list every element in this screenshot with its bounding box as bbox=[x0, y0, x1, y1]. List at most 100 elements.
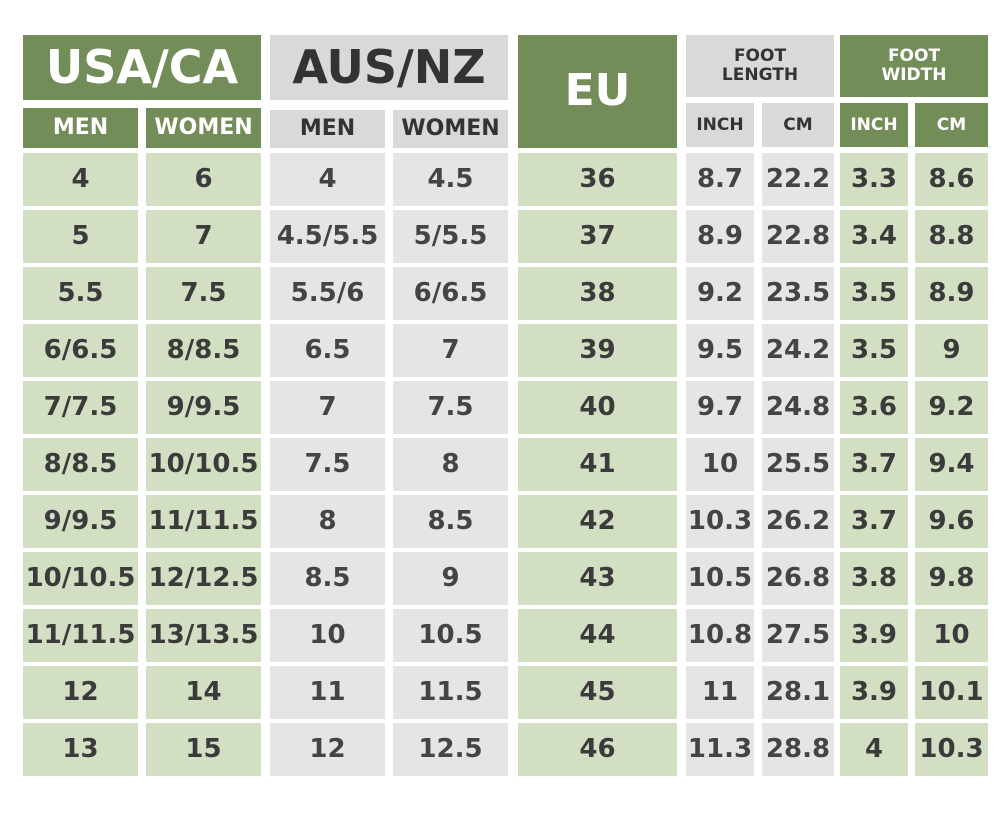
size-cell: 3.5 bbox=[840, 324, 908, 377]
size-cell: 8.7 bbox=[686, 153, 754, 206]
size-cell: 22.2 bbox=[762, 153, 834, 206]
size-cell: 9.5 bbox=[686, 324, 754, 377]
measure-header: FOOT LENGTH bbox=[686, 35, 834, 97]
size-cell: 11/11.5 bbox=[146, 495, 261, 548]
size-cell: 12 bbox=[270, 723, 385, 776]
size-cell: 43 bbox=[518, 552, 677, 605]
size-cell: 10 bbox=[270, 609, 385, 662]
size-cell: 5.5 bbox=[23, 267, 138, 320]
size-cell: 13/13.5 bbox=[146, 609, 261, 662]
size-cell: 8 bbox=[270, 495, 385, 548]
header-line: FOOT bbox=[733, 46, 787, 67]
sub-header: INCH bbox=[686, 103, 754, 147]
size-cell: 46 bbox=[518, 723, 677, 776]
size-cell: 4.5 bbox=[393, 153, 508, 206]
sub-header: WOMEN bbox=[393, 110, 508, 148]
size-cell: 11 bbox=[686, 666, 754, 719]
size-cell: 7.5 bbox=[146, 267, 261, 320]
sub-header: MEN bbox=[270, 110, 385, 148]
size-cell: 14 bbox=[146, 666, 261, 719]
size-cell: 10/10.5 bbox=[23, 552, 138, 605]
size-cell: 9.2 bbox=[686, 267, 754, 320]
size-cell: 12 bbox=[23, 666, 138, 719]
size-cell: 10 bbox=[915, 609, 988, 662]
size-cell: 11.5 bbox=[393, 666, 508, 719]
size-cell: 22.8 bbox=[762, 210, 834, 263]
size-cell: 40 bbox=[518, 381, 677, 434]
size-cell: 36 bbox=[518, 153, 677, 206]
size-cell: 5 bbox=[23, 210, 138, 263]
size-cell: 8.9 bbox=[915, 267, 988, 320]
size-cell: 9/9.5 bbox=[146, 381, 261, 434]
size-cell: 10.5 bbox=[393, 609, 508, 662]
region-header: EU bbox=[518, 35, 677, 148]
size-cell: 10.3 bbox=[915, 723, 988, 776]
header-line: WIDTH bbox=[881, 65, 947, 85]
sub-header: MEN bbox=[23, 108, 138, 148]
size-cell: 13 bbox=[23, 723, 138, 776]
size-cell: 28.1 bbox=[762, 666, 834, 719]
size-cell: 3.6 bbox=[840, 381, 908, 434]
size-cell: 26.8 bbox=[762, 552, 834, 605]
size-cell: 4 bbox=[270, 153, 385, 206]
size-cell: 9.8 bbox=[915, 552, 988, 605]
size-cell: 8.6 bbox=[915, 153, 988, 206]
size-cell: 9 bbox=[915, 324, 988, 377]
measure-header: FOOT WIDTH bbox=[840, 35, 988, 97]
size-cell: 15 bbox=[146, 723, 261, 776]
size-cell: 28.8 bbox=[762, 723, 834, 776]
size-cell: 3.4 bbox=[840, 210, 908, 263]
sub-header: CM bbox=[915, 103, 988, 147]
size-cell: 6.5 bbox=[270, 324, 385, 377]
size-cell: 8/8.5 bbox=[146, 324, 261, 377]
size-cell: 39 bbox=[518, 324, 677, 377]
size-cell: 7 bbox=[270, 381, 385, 434]
size-cell: 8/8.5 bbox=[23, 438, 138, 491]
region-header: USA/CA bbox=[23, 35, 261, 100]
sub-header: WOMEN bbox=[146, 108, 261, 148]
size-cell: 9/9.5 bbox=[23, 495, 138, 548]
size-cell: 3.7 bbox=[840, 438, 908, 491]
size-cell: 9 bbox=[393, 552, 508, 605]
size-cell: 10.1 bbox=[915, 666, 988, 719]
size-cell: 38 bbox=[518, 267, 677, 320]
size-cell: 6/6.5 bbox=[23, 324, 138, 377]
size-cell: 44 bbox=[518, 609, 677, 662]
size-cell: 10.3 bbox=[686, 495, 754, 548]
header-line: LENGTH bbox=[721, 65, 799, 85]
size-cell: 10 bbox=[686, 438, 754, 491]
size-cell: 42 bbox=[518, 495, 677, 548]
size-cell: 3.7 bbox=[840, 495, 908, 548]
size-cell: 12/12.5 bbox=[146, 552, 261, 605]
size-cell: 27.5 bbox=[762, 609, 834, 662]
size-cell: 3.9 bbox=[840, 666, 908, 719]
header-line: FOOT bbox=[887, 46, 941, 67]
size-cell: 5.5/6 bbox=[270, 267, 385, 320]
size-cell: 10/10.5 bbox=[146, 438, 261, 491]
size-cell: 11/11.5 bbox=[23, 609, 138, 662]
size-cell: 7 bbox=[393, 324, 508, 377]
size-cell: 7.5 bbox=[393, 381, 508, 434]
size-cell: 11.3 bbox=[686, 723, 754, 776]
region-header: AUS/NZ bbox=[270, 35, 508, 100]
size-cell: 10.5 bbox=[686, 552, 754, 605]
size-cell: 7/7.5 bbox=[23, 381, 138, 434]
size-cell: 6 bbox=[146, 153, 261, 206]
size-cell: 7.5 bbox=[270, 438, 385, 491]
size-cell: 8.5 bbox=[270, 552, 385, 605]
size-cell: 7 bbox=[146, 210, 261, 263]
size-cell: 8 bbox=[393, 438, 508, 491]
size-cell: 3.8 bbox=[840, 552, 908, 605]
size-cell: 24.8 bbox=[762, 381, 834, 434]
sub-header: CM bbox=[762, 103, 834, 147]
size-cell: 25.5 bbox=[762, 438, 834, 491]
size-cell: 26.2 bbox=[762, 495, 834, 548]
size-cell: 3.9 bbox=[840, 609, 908, 662]
size-cell: 24.2 bbox=[762, 324, 834, 377]
size-cell: 45 bbox=[518, 666, 677, 719]
size-cell: 23.5 bbox=[762, 267, 834, 320]
size-cell: 4 bbox=[840, 723, 908, 776]
size-cell: 12.5 bbox=[393, 723, 508, 776]
size-cell: 11 bbox=[270, 666, 385, 719]
